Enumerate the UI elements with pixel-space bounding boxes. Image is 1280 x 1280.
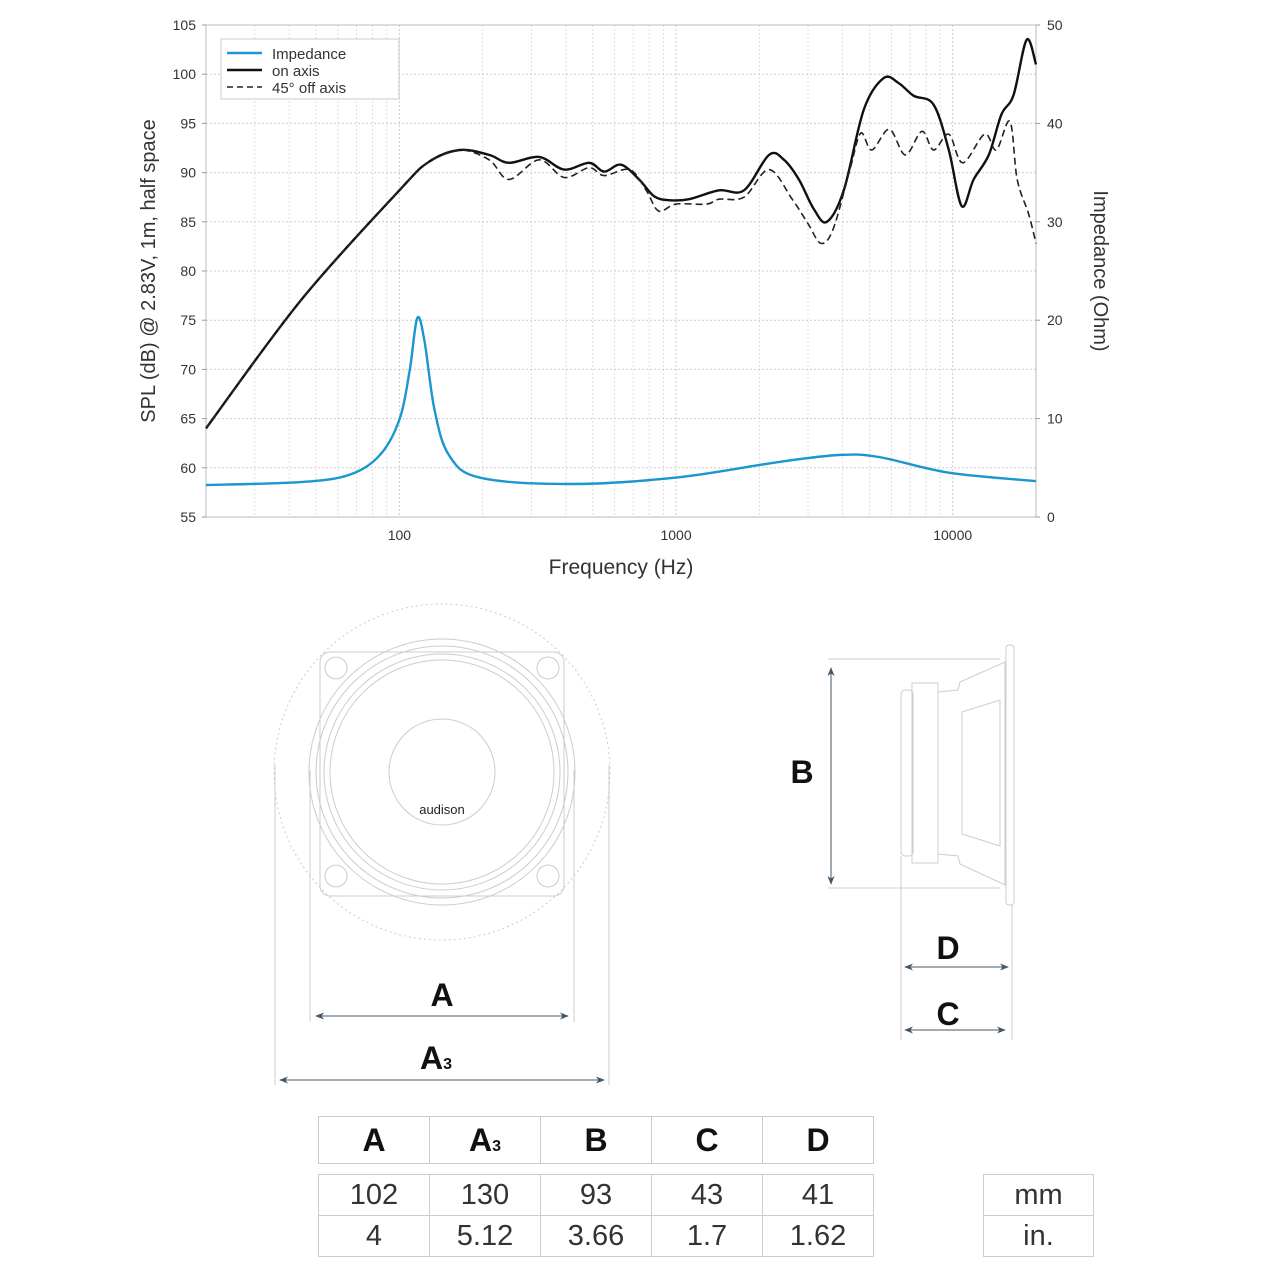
y-tick-label: 90: [180, 165, 196, 181]
series-line-on-axis: [205, 38, 1038, 430]
y-tick-label: 100: [173, 66, 197, 82]
table-header-row: A A3 B C D: [318, 1116, 1094, 1164]
header-a: A: [318, 1116, 430, 1164]
table-cell: 5.12: [429, 1215, 541, 1257]
header-a3: A3: [429, 1116, 541, 1164]
table-cell: 4: [318, 1215, 430, 1257]
y-axis-label: SPL (dB) @ 2.83V, 1m, half space: [138, 119, 160, 422]
side-view: [828, 644, 1015, 1040]
header-b: B: [540, 1116, 652, 1164]
dimension-a-label: A: [430, 977, 453, 1013]
dimension-d-label: D: [936, 930, 959, 966]
legend-label-off-axis: 45° off axis: [272, 80, 346, 97]
table-cell: 130: [429, 1174, 541, 1216]
y-tick-label: 80: [180, 263, 196, 279]
x-tick-label: 10000: [933, 527, 972, 543]
y-tick-label: 55: [180, 509, 196, 525]
y-tick-label: 60: [180, 460, 196, 476]
y2-axis-label: Impedance (Ohm): [1089, 190, 1111, 351]
table-cell: 41: [762, 1174, 874, 1216]
ticks: 55 60 65 70 75 80 85 90 95 100 105 0 10 20 30 40 50 100 10…: [173, 17, 1063, 543]
series: [205, 38, 1038, 487]
header-d: D: [762, 1116, 874, 1164]
table-cell: 1.62: [762, 1215, 874, 1257]
legend-label-impedance: Impedance: [272, 46, 346, 63]
grid: [205, 24, 1037, 518]
y2-tick-label: 10: [1047, 411, 1063, 427]
series-line-45-off-axis: [205, 120, 1037, 429]
y-tick-label: 105: [173, 17, 197, 33]
y-tick-label: 85: [180, 214, 196, 230]
y2-tick-label: 20: [1047, 312, 1063, 328]
header-c: C: [651, 1116, 763, 1164]
y-tick-label: 95: [180, 115, 196, 131]
table-cell: 43: [651, 1174, 763, 1216]
series-line-impedance: [205, 315, 1037, 487]
table-row-in: 4 5.12 3.66 1.7 1.62 in.: [318, 1215, 1094, 1257]
table-cell: 102: [318, 1174, 430, 1216]
unit-cell: in.: [983, 1215, 1094, 1257]
frequency-response-chart: 55 60 65 70 75 80 85 90 95 100 105 0 10 20 30 40 50 100 10…: [138, 17, 1111, 579]
y-tick-label: 70: [180, 361, 196, 377]
front-view: [273, 603, 611, 1085]
dimension-a3-label: A3: [420, 1040, 452, 1076]
dimension-c-label: C: [936, 996, 959, 1032]
dimension-diagram: audison A A3 B D C: [273, 603, 1015, 1085]
dimensions-table: A A3 B C D 102 130 93 43 41 mm 4 5.12 3.…: [318, 1116, 1094, 1257]
y2-tick-label: 30: [1047, 214, 1063, 230]
table-cell: 93: [540, 1174, 652, 1216]
legend: Impedance on axis 45° off axis: [220, 38, 400, 100]
x-axis-label: Frequency (Hz): [549, 556, 694, 579]
y-tick-label: 65: [180, 411, 196, 427]
x-tick-label: 1000: [660, 527, 691, 543]
table-cell: 1.7: [651, 1215, 763, 1257]
y2-tick-label: 0: [1047, 509, 1055, 525]
y2-tick-label: 40: [1047, 115, 1063, 131]
y2-tick-label: 50: [1047, 17, 1063, 33]
x-tick-label: 100: [388, 527, 412, 543]
legend-label-on-axis: on axis: [272, 63, 320, 80]
y-tick-label: 75: [180, 312, 196, 328]
table-cell: 3.66: [540, 1215, 652, 1257]
unit-cell: mm: [983, 1174, 1094, 1216]
dimension-b-label: B: [790, 754, 813, 790]
brand-logo: audison: [419, 802, 465, 817]
table-row-mm: 102 130 93 43 41 mm: [318, 1174, 1094, 1216]
